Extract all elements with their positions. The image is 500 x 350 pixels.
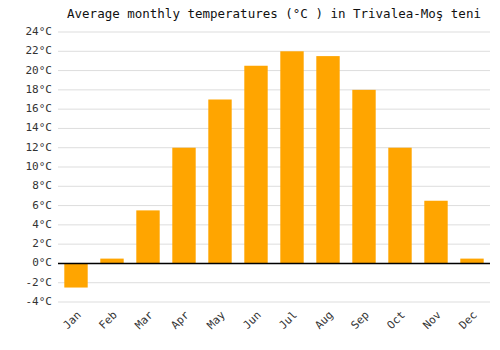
- y-tick-label: 12°C: [26, 141, 53, 154]
- y-tick-label: 16°C: [26, 102, 53, 115]
- x-tick-label: Jun: [241, 309, 264, 332]
- y-tick-label: 22°C: [26, 44, 53, 57]
- grid-line: [58, 302, 490, 303]
- grid-line: [58, 32, 490, 33]
- x-tick-label: Jul: [277, 309, 300, 332]
- x-tick-label: Sep: [349, 309, 372, 332]
- y-axis: -4°C -2°C 0°C 2°C 4°C 6°C 8°C 10°C 12°C 14°C 16°C 1…: [26, 25, 53, 308]
- y-tick-label: 18°C: [26, 83, 53, 96]
- x-axis: Jan Feb Mar Apr May Jun Jul Aug Sep Oct Nov Dec: [61, 308, 480, 332]
- grid: [58, 32, 490, 302]
- x-tick-label: Oct: [385, 309, 408, 332]
- y-tick-label: -4°C: [26, 295, 53, 308]
- zero-line: [58, 263, 490, 265]
- y-tick-label: 8°C: [32, 179, 52, 192]
- y-tick-label: 2°C: [32, 237, 52, 250]
- bar: [244, 66, 267, 264]
- chart-container: -4°C -2°C 0°C 2°C 4°C 6°C 8°C 10°C 12°C 14°C 16°C 1…: [0, 0, 500, 350]
- bar: [208, 100, 231, 264]
- bar: [136, 210, 159, 263]
- bar: [64, 263, 87, 287]
- bar: [316, 56, 339, 263]
- bar: [388, 148, 411, 264]
- title: Average monthly temperatures (°C ) in Tr…: [67, 6, 481, 21]
- x-tick-label: Dec: [457, 309, 480, 332]
- y-tick-label: 24°C: [26, 25, 53, 38]
- bar: [172, 148, 195, 264]
- grid-line: [58, 167, 490, 168]
- bar: [424, 201, 447, 264]
- grid-line: [58, 51, 490, 52]
- grid-line: [58, 282, 490, 283]
- bar: [280, 51, 303, 263]
- grid-line: [58, 89, 490, 90]
- x-tick-label: Nov: [421, 308, 445, 332]
- x-tick-label: Mar: [133, 308, 157, 332]
- grid-line: [58, 70, 490, 71]
- grid-line: [58, 128, 490, 129]
- grid-line: [58, 263, 490, 264]
- y-tick-label: -2°C: [26, 276, 53, 289]
- grid-line: [58, 186, 490, 187]
- grid-line: [58, 109, 490, 110]
- y-tick-label: 0°C: [32, 256, 52, 269]
- bars: [64, 51, 483, 287]
- chart-svg: -4°C -2°C 0°C 2°C 4°C 6°C 8°C 10°C 12°C 14°C 16°C 1…: [0, 0, 500, 350]
- y-tick-label: 14°C: [26, 121, 53, 134]
- y-tick-label: 6°C: [32, 199, 52, 212]
- grid-line: [58, 147, 490, 148]
- y-tick-label: 20°C: [26, 64, 53, 77]
- x-tick-label: Apr: [169, 308, 193, 332]
- bar: [352, 90, 375, 264]
- x-tick-label: Aug: [313, 309, 336, 332]
- x-tick-label: Feb: [97, 309, 120, 332]
- x-tick-label: Jan: [61, 309, 84, 332]
- x-tick-label: May: [205, 308, 229, 332]
- y-tick-label: 4°C: [32, 218, 52, 231]
- y-tick-label: 10°C: [26, 160, 53, 173]
